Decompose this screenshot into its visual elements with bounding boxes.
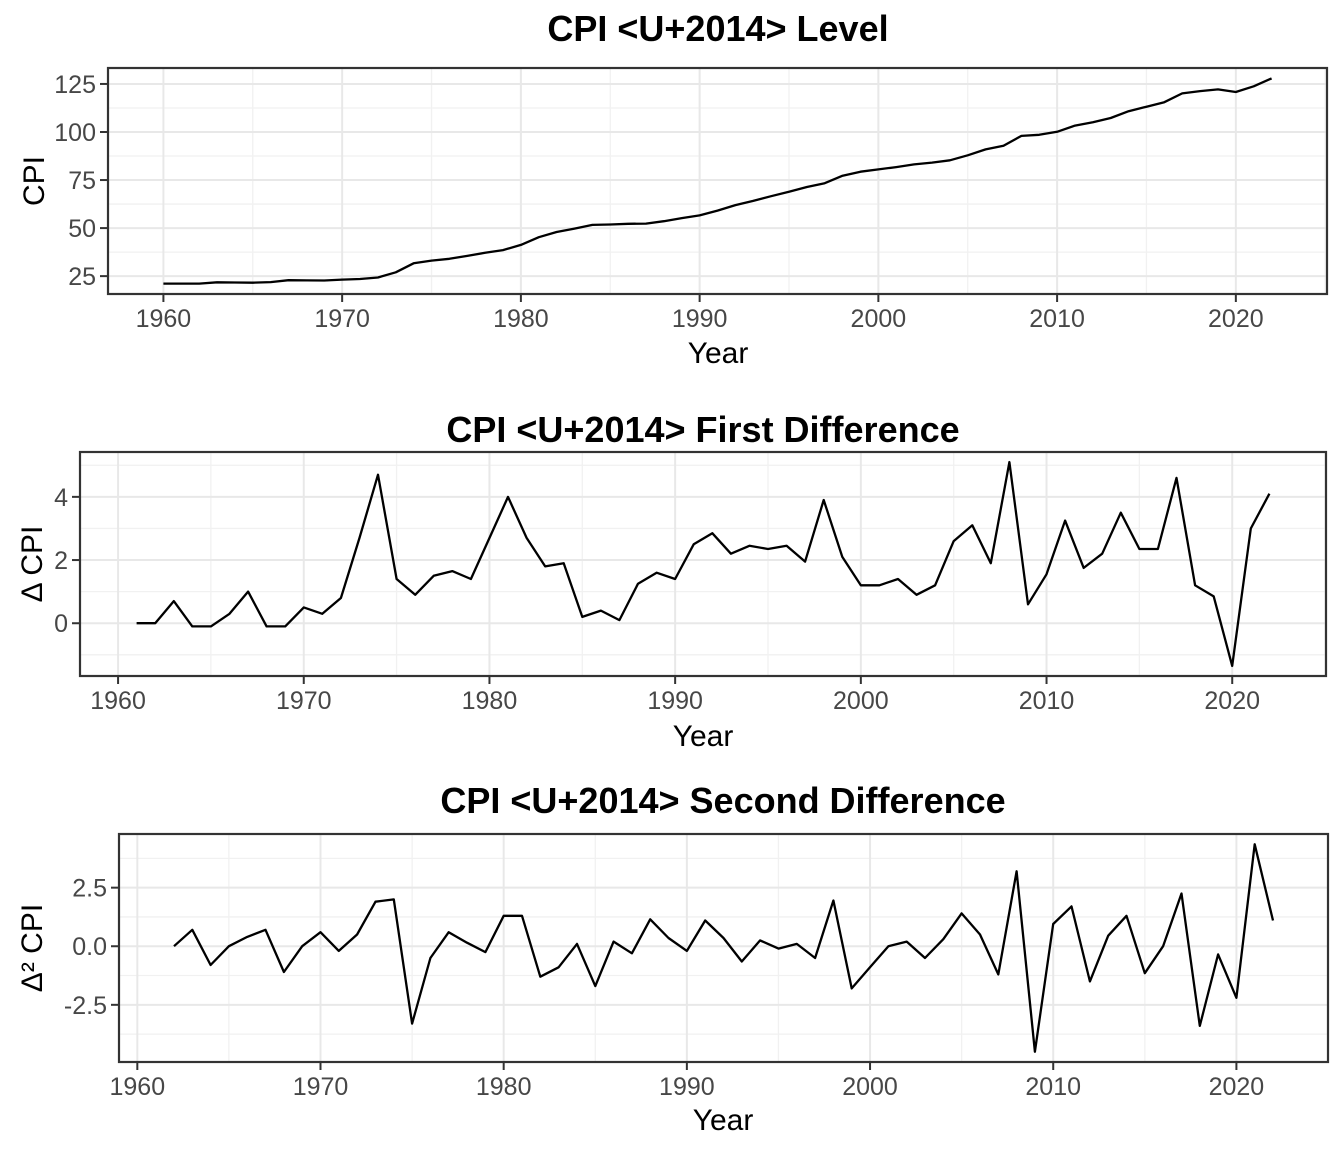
chart-title-second-difference: CPI <U+2014> Second Difference (440, 780, 1005, 821)
x-tick-label: 2020 (1208, 305, 1264, 333)
y-axis-title-second-difference: Δ² CPI (16, 904, 49, 992)
y-tick-label: 25 (68, 263, 96, 291)
x-tick-label: 1960 (90, 687, 146, 715)
x-tick-label: 1960 (136, 305, 192, 333)
x-axis-title-first-difference: Year (673, 720, 734, 753)
series-line (136, 460, 1271, 668)
panel-border (106, 66, 1329, 296)
x-tick-label: 2000 (833, 687, 889, 715)
chart-cpi-level: 1960 1970 1980 1990 2000 2010 2020 25 50 75 100 125… (18, 8, 1329, 370)
x-tick-label: 1980 (476, 1073, 532, 1101)
plot-area-level: 1960 1970 1980 1990 2000 2010 2020 25 50 75 100 125 (54, 66, 1329, 333)
x-tick-label: 2000 (851, 305, 907, 333)
y-tick-label: 50 (68, 215, 96, 243)
x-tick-label: 1960 (110, 1073, 166, 1101)
y-tick-label: 0.0 (72, 933, 107, 961)
x-tick-label: 1970 (276, 687, 332, 715)
plot-area-first-difference: 1960 1970 1980 1990 2000 2010 2020 0 2 4 (54, 450, 1328, 715)
x-tick-label: 2020 (1204, 687, 1260, 715)
chart-cpi-second-difference: 1960 1970 1980 1990 2000 2010 2020 -2.5 0.0 2.5 C… (16, 780, 1330, 1137)
y-tick-label: 4 (54, 484, 68, 512)
y-tick-label: 0 (54, 610, 68, 638)
x-axis-title-level: Year (688, 337, 749, 370)
chart-title-first-difference: CPI <U+2014> First Difference (446, 409, 959, 450)
series-line (173, 843, 1275, 1053)
x-tick-label: 1990 (659, 1073, 715, 1101)
x-tick-label: 1970 (293, 1073, 349, 1101)
x-tick-label: 1990 (647, 687, 703, 715)
x-tick-label: 1990 (672, 305, 728, 333)
series-line (163, 77, 1273, 285)
y-tick-label: 2.5 (72, 875, 107, 903)
x-axis-title-second-difference: Year (693, 1104, 754, 1137)
y-axis-title-level: CPI (18, 156, 51, 206)
x-tick-label: 2010 (1025, 1073, 1081, 1101)
y-tick-label: 2 (54, 547, 68, 575)
x-tick-label: 2000 (842, 1073, 898, 1101)
x-tick-label: 1980 (493, 305, 549, 333)
x-tick-label: 2010 (1019, 687, 1075, 715)
x-tick-label: 1980 (462, 687, 518, 715)
x-tick-label: 1970 (314, 305, 370, 333)
x-tick-label: 2020 (1209, 1073, 1265, 1101)
chart-title-level: CPI <U+2014> Level (547, 8, 888, 49)
panel-border (117, 832, 1330, 1064)
y-tick-label: 125 (54, 71, 96, 99)
y-tick-label: 100 (54, 119, 96, 147)
panel-border (78, 450, 1328, 678)
plot-area-second-difference: 1960 1970 1980 1990 2000 2010 2020 -2.5 0.0 2.5 (64, 832, 1330, 1101)
x-tick-label: 2010 (1029, 305, 1085, 333)
y-axis-title-first-difference: Δ CPI (16, 526, 49, 603)
chart-cpi-first-difference: 1960 1970 1980 1990 2000 2010 2020 0 2 4 CPI <U+2… (16, 409, 1328, 753)
y-tick-label: -2.5 (64, 992, 107, 1020)
y-tick-label: 75 (68, 167, 96, 195)
